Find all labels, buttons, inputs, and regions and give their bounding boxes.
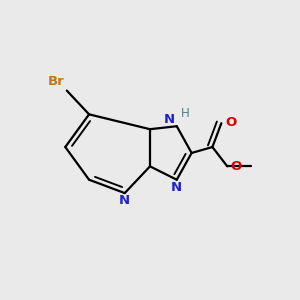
Text: Br: Br xyxy=(48,75,64,88)
Text: O: O xyxy=(225,116,236,129)
Text: O: O xyxy=(231,160,242,173)
Text: N: N xyxy=(119,194,130,207)
Text: H: H xyxy=(181,107,189,120)
Text: N: N xyxy=(164,112,175,126)
Text: N: N xyxy=(171,181,182,194)
